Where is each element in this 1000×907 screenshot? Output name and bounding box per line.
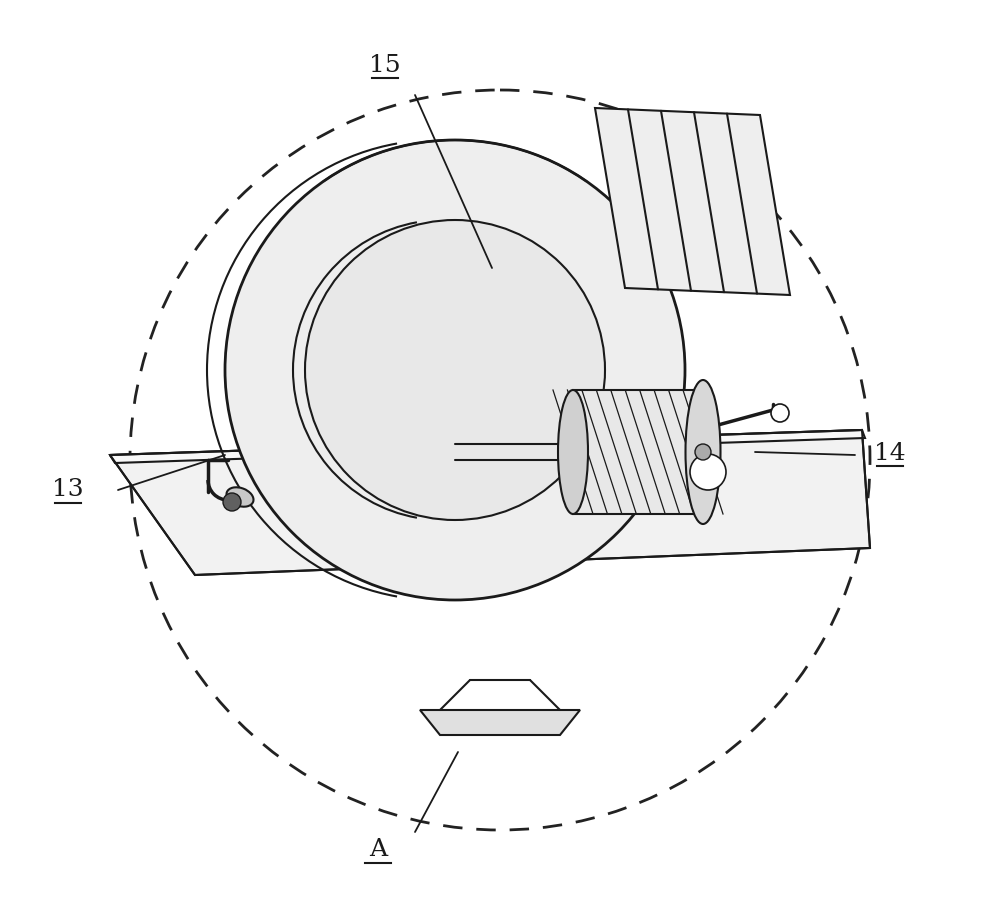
Bar — [573, 390, 703, 514]
Circle shape — [771, 404, 789, 422]
Text: 13: 13 — [52, 479, 84, 502]
Polygon shape — [110, 430, 865, 463]
Circle shape — [690, 454, 726, 490]
Text: 15: 15 — [369, 54, 401, 76]
Text: A: A — [369, 838, 387, 862]
Ellipse shape — [226, 487, 254, 507]
Ellipse shape — [686, 380, 720, 524]
Polygon shape — [110, 430, 870, 575]
Circle shape — [223, 493, 241, 511]
Circle shape — [225, 140, 685, 600]
Text: 14: 14 — [874, 442, 906, 464]
Circle shape — [305, 220, 605, 520]
Circle shape — [695, 444, 711, 460]
Polygon shape — [595, 108, 790, 295]
Ellipse shape — [558, 390, 588, 514]
Polygon shape — [420, 710, 580, 735]
